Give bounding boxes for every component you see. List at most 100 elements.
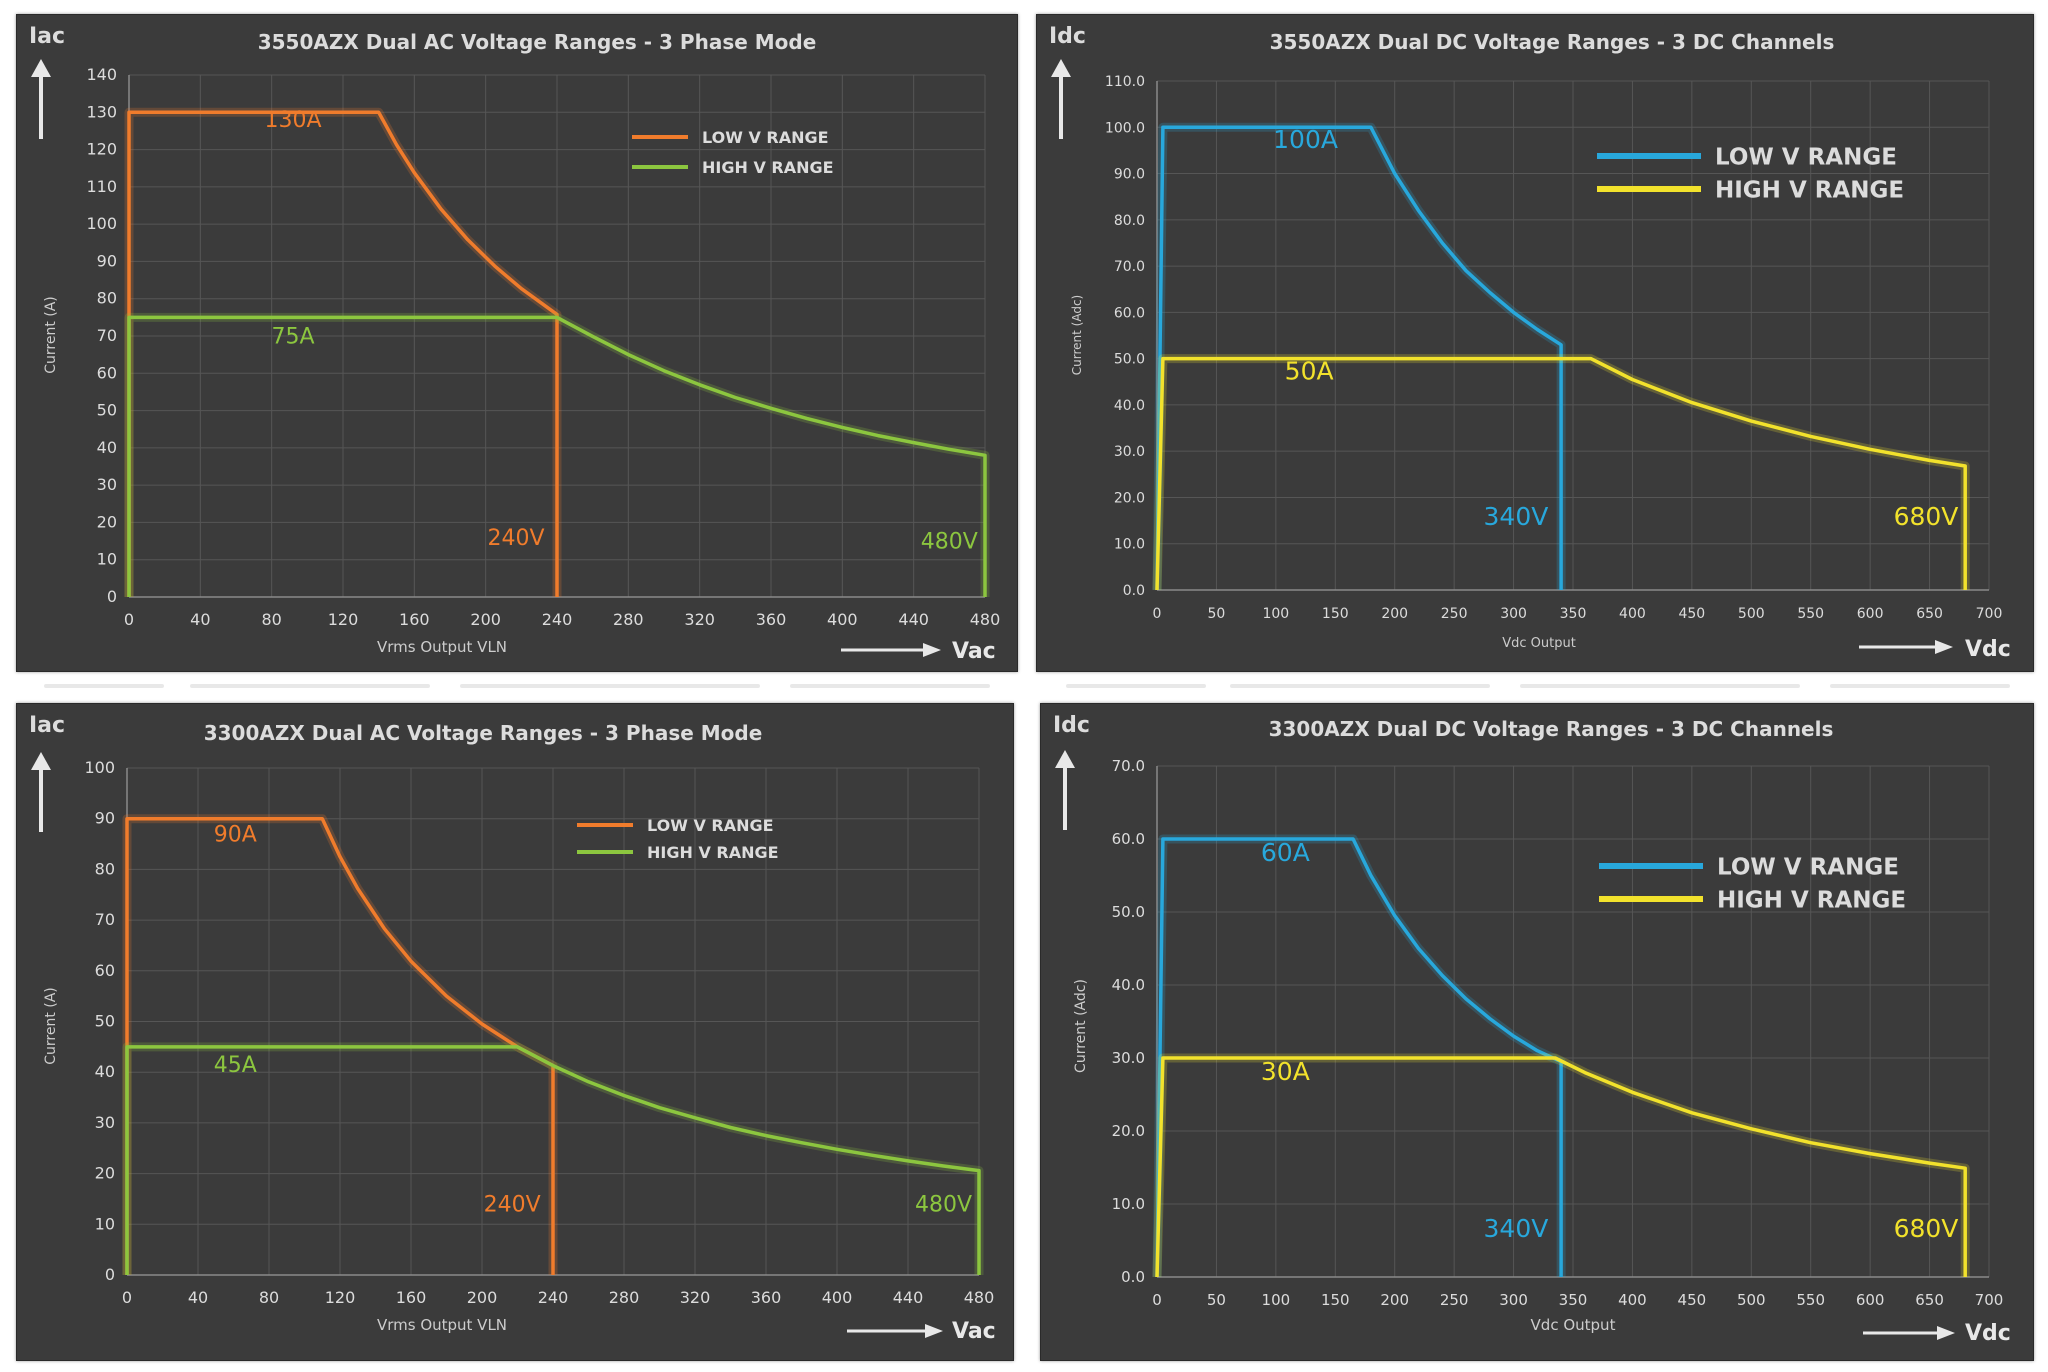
x-tick-label: 200 (470, 610, 501, 629)
y-tick-label: 40.0 (1114, 398, 1145, 414)
value-annotation: 680V (1894, 502, 1959, 531)
axis-corner-label: Idc (1053, 713, 1090, 738)
chart-svg-3300-ac: 0 40 80 120 160 200 240 280 320 360 400 440 480 0 10 20… (29, 713, 996, 1344)
x-tick-label: 240 (542, 610, 573, 629)
legend-label: LOW V RANGE (647, 816, 774, 835)
value-annotation: 130A (265, 108, 322, 133)
x-tick-label: 250 (1441, 606, 1468, 622)
x-tick-label: 600 (1857, 606, 1884, 622)
y-tick-label: 90 (95, 809, 115, 828)
series-line-blue (1155, 837, 1563, 1278)
chart-panel-3550-ac: 0 40 80 120 160 200 240 280 320 360 400 440 480 0 10 20… (16, 14, 1018, 672)
x-tick-label: 200 (467, 1288, 498, 1307)
x-arrow-head-icon (1935, 640, 1953, 654)
value-annotation: 45A (214, 1053, 257, 1078)
x-tick-label: 120 (325, 1288, 356, 1307)
y-tick-label: 100 (84, 758, 115, 777)
value-annotation: 50A (1285, 356, 1334, 385)
x-arrow-label: Vac (952, 639, 996, 664)
y-axis-title: Current (Adc) (1073, 979, 1089, 1073)
legend-label: LOW V RANGE (702, 128, 829, 147)
y-tick-label: 0.0 (1121, 1268, 1145, 1286)
y-arrow-head-icon (31, 752, 51, 770)
x-arrow-label: Vdc (1965, 1321, 2011, 1346)
value-annotation: 680V (1894, 1214, 1959, 1243)
y-tick-label: 70.0 (1114, 259, 1145, 275)
y-tick-label: 120 (86, 140, 117, 159)
y-tick-label: 70 (97, 326, 117, 345)
y-tick-label: 40 (97, 438, 117, 457)
y-tick-label: 100 (86, 214, 117, 233)
x-arrow-label: Vdc (1965, 637, 2011, 662)
y-tick-label: 30.0 (1114, 444, 1145, 460)
y-tick-label: 70 (95, 910, 115, 929)
y-tick-label: 60 (97, 363, 117, 382)
y-tick-label: 50 (95, 1012, 115, 1031)
x-tick-label: 0 (1153, 606, 1162, 622)
y-tick-label: 80.0 (1114, 213, 1145, 229)
x-tick-label: 50 (1208, 606, 1226, 622)
x-tick-label: 250 (1440, 1291, 1469, 1309)
y-tick-label: 40.0 (1112, 976, 1145, 994)
x-tick-label: 650 (1915, 1291, 1944, 1309)
y-axis-title: Current (A) (43, 987, 59, 1065)
x-tick-label: 200 (1380, 1291, 1409, 1309)
y-tick-label: 0 (107, 587, 117, 606)
x-tick-label: 450 (1678, 606, 1705, 622)
legend-label: LOW V RANGE (1717, 854, 1899, 880)
y-tick-label: 100.0 (1105, 120, 1145, 136)
y-tick-label: 30 (97, 475, 117, 494)
x-tick-label: 160 (399, 610, 430, 629)
x-axis-title: Vrms Output VLN (377, 638, 507, 656)
legend-label: HIGH V RANGE (702, 158, 834, 177)
value-annotation: 100A (1273, 125, 1338, 154)
y-tick-label: 0 (105, 1265, 115, 1284)
chart-title: 3550AZX Dual DC Voltage Ranges - 3 DC Ch… (1270, 30, 1835, 54)
y-arrow-head-icon (1051, 59, 1071, 77)
series-line-blue (1155, 125, 1563, 591)
x-tick-label: 360 (751, 1288, 782, 1307)
x-tick-label: 280 (613, 610, 644, 629)
x-tick-label: 650 (1916, 606, 1943, 622)
x-tick-label: 400 (827, 610, 858, 629)
y-tick-label: 0.0 (1123, 583, 1145, 599)
y-tick-label: 10.0 (1112, 1195, 1145, 1213)
value-annotation: 340V (1484, 1214, 1549, 1243)
chart-svg-3300-dc: 0 50 100 150 200 250 300 350 400 450 500 550 600 650 7… (1053, 713, 2011, 1346)
chart-panel-3300-dc: 0 50 100 150 200 250 300 350 400 450 500 550 600 650 7… (1040, 703, 2034, 1361)
x-tick-label: 360 (756, 610, 787, 629)
x-tick-label: 480 (970, 610, 1001, 629)
x-tick-label: 480 (964, 1288, 995, 1307)
y-tick-label: 10 (95, 1214, 115, 1233)
y-tick-label: 80 (95, 859, 115, 878)
series-line-orange (127, 110, 559, 597)
chart-panel-3300-ac: 0 40 80 120 160 200 240 280 320 360 400 440 480 0 10 20… (16, 703, 1014, 1361)
y-tick-label: 60 (95, 961, 115, 980)
value-annotation: 30A (1261, 1057, 1310, 1086)
y-tick-label: 70.0 (1112, 757, 1145, 775)
x-tick-label: 450 (1678, 1291, 1707, 1309)
legend-label: LOW V RANGE (1715, 144, 1897, 170)
y-tick-label: 50.0 (1114, 352, 1145, 368)
x-tick-label: 80 (259, 1288, 279, 1307)
value-annotation: 340V (1484, 502, 1549, 531)
legend-label: HIGH V RANGE (1715, 177, 1904, 203)
x-tick-label: 0 (122, 1288, 132, 1307)
axis-corner-label: Iac (29, 24, 65, 49)
y-tick-label: 20.0 (1114, 490, 1145, 506)
x-arrow-head-icon (925, 1324, 943, 1338)
x-tick-label: 160 (396, 1288, 427, 1307)
y-tick-label: 40 (95, 1062, 115, 1081)
x-tick-label: 400 (1618, 1291, 1647, 1309)
x-tick-label: 0 (1152, 1291, 1162, 1309)
x-arrow-head-icon (923, 643, 941, 657)
x-tick-label: 150 (1322, 606, 1349, 622)
x-arrow-head-icon (1937, 1326, 1955, 1340)
x-tick-label: 100 (1262, 1291, 1291, 1309)
x-tick-label: 280 (609, 1288, 640, 1307)
x-tick-label: 500 (1737, 1291, 1766, 1309)
x-tick-label: 80 (261, 610, 281, 629)
x-tick-label: 320 (680, 1288, 711, 1307)
chart-title: 3300AZX Dual DC Voltage Ranges - 3 DC Ch… (1269, 717, 1834, 741)
y-tick-label: 90 (97, 251, 117, 270)
